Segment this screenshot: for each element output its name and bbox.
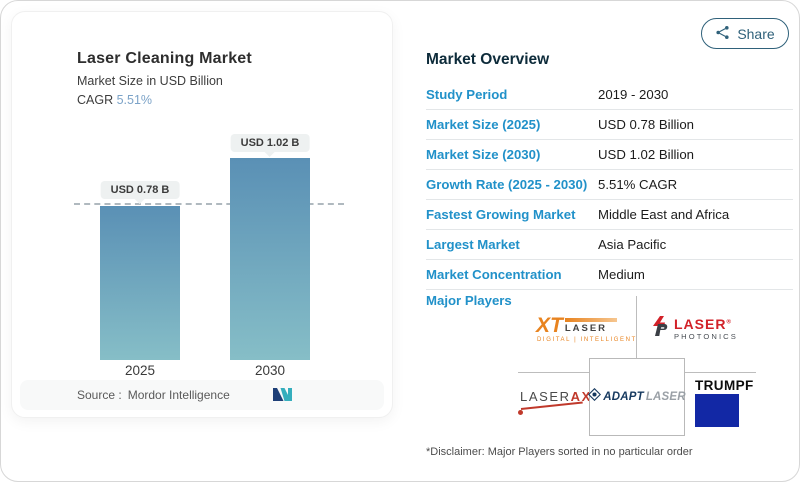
cagr-label: CAGR [77, 93, 117, 107]
x-axis-label-2030: 2030 [254, 363, 286, 378]
row-value: USD 1.02 Billion [598, 147, 695, 162]
table-row: Market Concentration Medium [426, 260, 793, 290]
x-axis-label-2025: 2025 [124, 363, 156, 378]
row-value: Asia Pacific [598, 237, 667, 252]
adapt-laser-box: ADAPT LASER [588, 358, 686, 436]
xt-laser-logo-bar [564, 317, 617, 322]
row-label: Market Size (2025) [426, 117, 541, 132]
row-value: 2019 - 2030 [598, 87, 669, 102]
laserax-logo: LASERAX [518, 388, 592, 415]
bar-value-tooltip-2025: USD 0.78 B [100, 181, 180, 199]
row-value: 5.51% CAGR [598, 177, 678, 192]
laser-photonics-laser-text: LASER® [674, 315, 732, 332]
laser-photonics-logo: LASER® PHOTONICS [651, 315, 738, 342]
players-vertical-divider [636, 296, 637, 358]
table-row: Market Size (2030) USD 1.02 Billion [426, 140, 793, 170]
adapt-laser-diamond-icon [588, 387, 602, 406]
row-value: Medium [598, 267, 645, 282]
source-label: Source : [77, 388, 122, 402]
row-label: Growth Rate (2025 - 2030) [426, 177, 588, 192]
xt-laser-logo-sub: DIGITAL | INTELLIGENT [537, 336, 637, 343]
table-row: Largest Market Asia Pacific [426, 230, 793, 260]
row-value: USD 0.78 Billion [598, 117, 695, 132]
row-label: Market Concentration [426, 267, 562, 282]
trumpf-logo: TRUMPF [695, 378, 754, 427]
share-label: Share [737, 25, 775, 42]
overview-title: Market Overview [426, 51, 550, 68]
chart-subtitle: Market Size in USD Billion [77, 74, 223, 88]
bar-2030[interactable] [230, 158, 310, 360]
xt-laser-logo: XT LASER DIGITAL | INTELLIGENT [536, 314, 637, 343]
row-value: Middle East and Africa [598, 207, 730, 222]
source-value: Mordor Intelligence [127, 388, 230, 402]
disclaimer-text: *Disclaimer: Major Players sorted in no … [426, 446, 693, 458]
adapt-laser-adapt-text: ADAPT [603, 391, 644, 403]
source-strip: Source : Mordor Intelligence [20, 380, 384, 410]
overview-table: Study Period 2019 - 2030 Market Size (20… [426, 80, 793, 290]
table-row: Fastest Growing Market Middle East and A… [426, 200, 793, 230]
row-label: Study Period [426, 87, 508, 102]
adapt-laser-laser-text: LASER [645, 391, 686, 403]
players-horizontal-divider-left [518, 372, 589, 373]
adapt-laser-logo: ADAPT LASER [588, 387, 686, 406]
cagr-value: 5.51% [116, 93, 153, 107]
xt-laser-logo-laser: LASER [564, 322, 608, 334]
laser-photonics-photonics-text: PHOTONICS [674, 331, 738, 341]
laserax-dot [518, 410, 523, 415]
row-label: Market Size (2030) [426, 147, 541, 162]
dashed-reference-line [74, 203, 344, 205]
mordor-intelligence-logo-icon [272, 385, 296, 408]
table-row: Market Size (2025) USD 0.78 Billion [426, 110, 793, 140]
chart-title: Laser Cleaning Market [77, 50, 252, 67]
source-text: Source : Mordor Intelligence [77, 388, 230, 402]
row-label: Largest Market [426, 237, 520, 252]
xt-laser-logo-xt: XT [536, 314, 563, 337]
players-horizontal-divider-right [683, 372, 756, 373]
laserax-text: LASERAX [520, 389, 592, 404]
bar-value-tooltip-2030: USD 1.02 B [230, 134, 310, 152]
share-icon [715, 25, 730, 43]
trumpf-blue-square [695, 394, 739, 427]
row-label: Fastest Growing Market [426, 207, 576, 222]
major-players-label: Major Players [426, 293, 512, 308]
laser-photonics-icon [651, 315, 670, 342]
table-row: Study Period 2019 - 2030 [426, 80, 793, 110]
trumpf-name: TRUMPF [695, 378, 754, 393]
market-chart-card: Laser Cleaning Market Market Size in USD… [11, 11, 393, 418]
table-row: Growth Rate (2025 - 2030) 5.51% CAGR [426, 170, 793, 200]
share-button[interactable]: Share [701, 18, 789, 49]
bar-2025[interactable] [100, 206, 180, 360]
chart-cagr: CAGR 5.51% [77, 93, 152, 107]
